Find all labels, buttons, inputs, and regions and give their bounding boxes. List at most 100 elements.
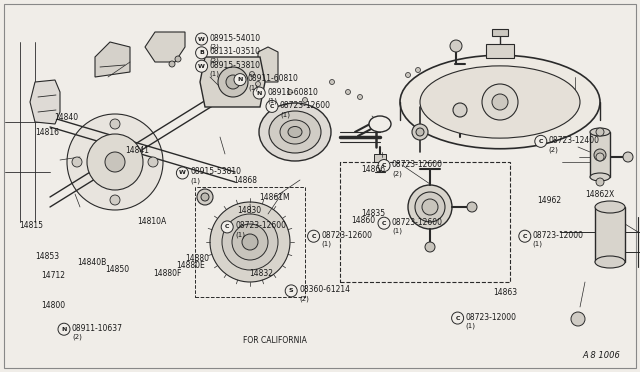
Bar [5,42,50,222]
Text: (1): (1) [280,111,290,118]
Ellipse shape [400,73,600,167]
Text: 14832: 14832 [250,269,274,278]
Text: C: C [311,234,316,239]
Text: N: N [237,77,243,82]
Text: 14880: 14880 [186,254,210,263]
Circle shape [87,134,143,190]
Text: 08915-54010: 08915-54010 [210,33,260,42]
Circle shape [412,124,428,140]
Text: 14866: 14866 [362,165,386,174]
Text: B: B [199,50,204,55]
Circle shape [226,75,240,89]
Text: N: N [61,327,67,332]
Circle shape [416,128,424,136]
Circle shape [378,160,390,171]
Circle shape [452,312,463,324]
Ellipse shape [269,111,321,153]
Polygon shape [95,42,130,77]
Circle shape [250,71,255,77]
Text: (1): (1) [532,241,543,247]
Text: 08915-53810: 08915-53810 [210,61,260,70]
Circle shape [596,128,604,136]
Circle shape [482,84,518,120]
Ellipse shape [420,66,580,138]
Text: 08723-12600: 08723-12600 [322,231,372,240]
Text: C: C [225,224,230,230]
Polygon shape [200,57,265,107]
Bar [595,207,625,262]
Text: 14816: 14816 [35,128,60,137]
Text: 14841: 14841 [125,146,149,155]
Text: C: C [522,234,527,239]
Text: 08723-12600: 08723-12600 [392,160,443,169]
Circle shape [535,135,547,147]
Text: W: W [198,64,205,69]
Circle shape [623,152,633,162]
Text: S: S [289,288,294,294]
Circle shape [197,189,213,205]
Text: 14712: 14712 [42,271,65,280]
Circle shape [255,81,260,87]
Circle shape [358,94,362,99]
Bar [590,132,610,177]
Text: C: C [455,315,460,321]
Circle shape [285,285,297,297]
Text: 08723-12600: 08723-12600 [392,218,443,227]
Text: 08723-12000: 08723-12000 [532,231,584,240]
Circle shape [196,33,207,45]
Text: 08915-53810: 08915-53810 [191,167,241,176]
Circle shape [467,202,477,212]
Text: 08911-60810: 08911-60810 [248,74,299,83]
Circle shape [201,193,209,201]
Circle shape [378,217,390,229]
Text: 08723-12000: 08723-12000 [466,312,516,321]
Text: 14815: 14815 [19,221,44,230]
Text: 14835: 14835 [362,209,386,218]
Text: W: W [198,36,205,42]
Circle shape [232,224,268,260]
Ellipse shape [595,201,625,213]
Text: 08723-12600: 08723-12600 [236,221,286,230]
Circle shape [234,74,246,86]
Circle shape [422,199,438,215]
Text: 14962: 14962 [538,196,562,205]
Circle shape [221,221,233,233]
Text: (1): (1) [392,228,402,234]
Circle shape [177,167,188,179]
Circle shape [50,97,180,227]
Text: 14840B: 14840B [77,258,106,267]
Circle shape [596,153,604,161]
Text: 14830: 14830 [237,206,261,215]
Circle shape [415,192,445,222]
Text: 14850: 14850 [106,265,130,274]
Circle shape [222,214,278,270]
Ellipse shape [590,128,610,136]
Text: 14853: 14853 [35,252,60,261]
Text: C: C [381,221,387,226]
Circle shape [169,61,175,67]
Circle shape [105,152,125,172]
Polygon shape [30,80,60,124]
Bar [486,44,514,58]
Text: (2): (2) [72,334,82,340]
Text: (1): (1) [236,232,245,238]
Circle shape [210,202,290,282]
Text: C: C [381,163,387,168]
Circle shape [425,242,435,252]
Circle shape [408,185,452,229]
Text: W: W [179,170,186,176]
Ellipse shape [369,116,391,132]
Text: (2): (2) [210,44,220,50]
Circle shape [72,157,82,167]
Circle shape [303,97,307,103]
Circle shape [110,195,120,205]
Circle shape [406,73,410,77]
Circle shape [242,234,258,250]
Text: (2): (2) [210,58,220,64]
Circle shape [594,149,606,161]
Circle shape [218,67,248,97]
Circle shape [346,90,351,94]
Text: 14861M: 14861M [259,193,290,202]
Ellipse shape [259,103,331,161]
Ellipse shape [595,256,625,268]
